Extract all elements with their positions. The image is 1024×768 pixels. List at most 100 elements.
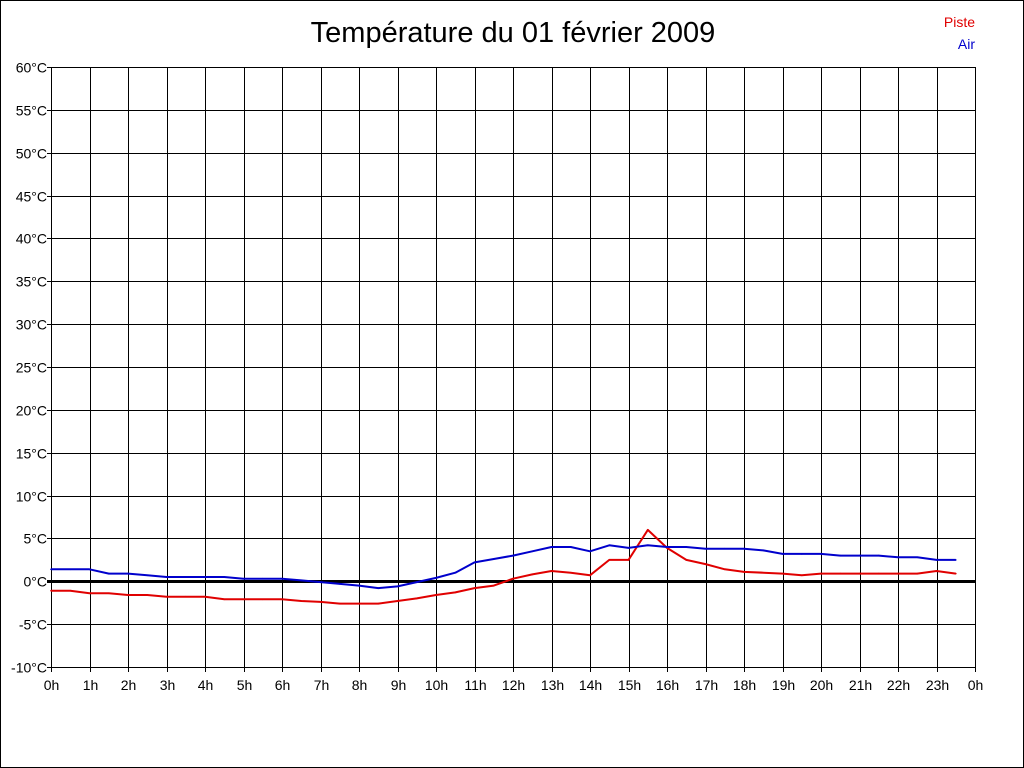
x-tick-label: 20h [810,677,833,693]
y-tick-label: 10°C [16,489,47,505]
data-point-air [704,547,707,550]
data-point-air [146,574,149,577]
x-tick-label: 8h [352,677,368,693]
legend-piste: Piste [943,14,975,30]
x-tick-label: 15h [618,677,641,693]
y-tick-label: 50°C [16,146,47,162]
data-point-piste [435,594,437,596]
series-line-air [51,544,956,590]
data-point-air [416,581,418,583]
data-point-piste [897,572,899,575]
data-point-air [647,544,649,547]
data-point-piste [339,602,341,605]
y-tick-label: 20°C [16,403,47,419]
y-tick-label: 45°C [16,189,47,205]
data-point-piste [550,570,553,572]
data-point-piste [704,563,707,565]
data-point-air [281,577,283,580]
axis-labels: 0h 1h 2h 3h 4h 5h 6h 7h 8h 9h 10h 11h 12h 13h 14h 15h 16… [11,60,983,694]
y-tick-label: -10°C [11,660,47,676]
x-tick-label: 16h [656,677,679,693]
data-point-air [435,577,437,579]
data-point-piste [781,572,784,575]
data-point-piste [454,591,457,594]
data-point-piste [570,571,572,574]
data-point-air [473,561,476,564]
data-point-air [666,546,668,548]
data-point-air [743,547,745,550]
data-point-piste [627,559,630,561]
data-point-air [955,559,957,561]
data-point-piste [223,598,226,601]
data-point-air [262,577,264,580]
data-point-air [627,547,630,549]
data-point-air [165,576,168,578]
x-tick-label: 3h [160,677,176,693]
x-tick-label: 0h [968,677,984,693]
data-point-piste [127,594,129,596]
data-point-air [396,585,399,588]
data-point-piste [281,598,283,601]
data-point-piste [589,574,591,577]
data-point-air [935,559,938,561]
data-point-piste [108,592,110,595]
data-point-piste [858,572,861,575]
x-tick-label: 6h [275,677,291,693]
data-point-air [339,583,341,585]
data-point-piste [319,601,322,603]
y-tick-label: 55°C [16,103,47,119]
data-point-piste [204,595,206,598]
data-point-piste [242,598,245,601]
data-point-air [512,554,514,557]
y-tick-label: 30°C [16,317,47,333]
y-tick-label: 15°C [16,446,47,462]
data-point-air [454,571,457,574]
data-point-piste [185,595,187,598]
series-lines [50,528,957,605]
legend-air: Air [957,36,975,52]
data-point-air [69,568,72,571]
x-tick-label: 21h [849,677,872,693]
x-tick-label: 12h [502,677,525,693]
y-tick-label: 0°C [24,574,48,590]
data-point-piste [647,529,649,531]
data-point-piste [396,600,399,602]
x-tick-label: 23h [926,677,949,693]
data-point-air [878,554,880,557]
y-tick-label: 40°C [16,231,47,247]
data-point-piste [377,602,380,605]
grid-lines [47,67,976,672]
x-tick-label: 14h [579,677,602,693]
data-point-piste [88,592,91,595]
data-point-air [762,549,765,552]
data-point-piste [69,589,72,592]
data-point-air [185,576,187,578]
series-line-piste [51,528,956,605]
data-point-piste [724,568,726,571]
chart-title: Température du 01 février 2009 [310,17,716,49]
data-point-air [858,554,861,557]
y-tick-label: -5°C [19,617,47,633]
data-point-air [242,577,245,580]
data-point-piste [743,571,745,573]
data-point-air [319,581,322,583]
data-point-air [358,584,360,587]
x-tick-label: 11h [464,677,486,693]
data-point-air [801,553,803,555]
y-tick-label: 35°C [16,274,47,290]
data-point-air [724,547,726,550]
data-point-piste [262,598,264,601]
data-point-piste [916,572,919,575]
data-point-air [839,554,842,557]
data-point-piste [762,571,765,574]
x-tick-label: 1h [83,677,99,693]
data-point-piste [473,587,476,589]
data-point-piste [955,572,957,575]
data-point-air [127,572,129,575]
x-tick-label: 0h [44,677,60,693]
x-tick-label: 18h [733,677,756,693]
data-point-air [300,579,303,582]
data-point-piste [146,594,149,596]
x-tick-label: 9h [391,677,407,693]
